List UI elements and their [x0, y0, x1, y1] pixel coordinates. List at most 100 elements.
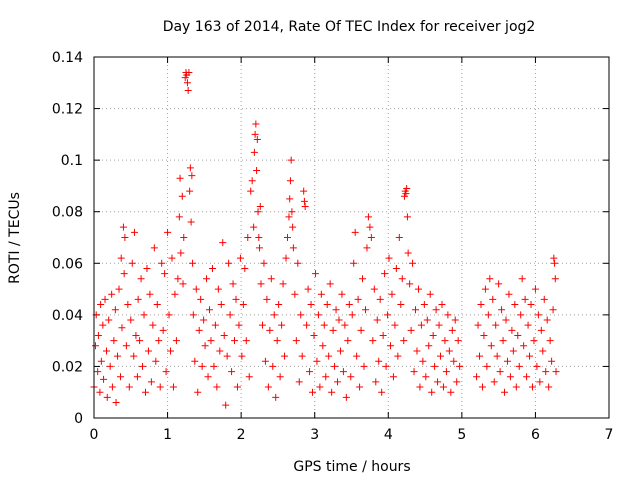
data-point: [397, 301, 405, 309]
data-point: [245, 373, 253, 381]
data-point: [338, 290, 346, 298]
data-point: [394, 352, 402, 360]
data-point: [233, 383, 241, 391]
data-point: [283, 234, 291, 241]
data-point: [419, 357, 427, 365]
data-point: [493, 352, 501, 360]
data-point: [125, 383, 133, 391]
data-point: [176, 174, 184, 182]
data-point: [97, 357, 105, 365]
data-point: [101, 295, 109, 303]
data-point: [291, 290, 299, 298]
data-point: [495, 280, 503, 288]
data-point: [289, 223, 297, 231]
data-point: [297, 311, 305, 319]
data-point: [130, 352, 138, 360]
data-point: [454, 337, 462, 345]
data-point: [537, 326, 545, 334]
data-point: [523, 373, 531, 381]
data-point: [407, 326, 415, 334]
data-point: [444, 311, 452, 319]
x-tick-label: 4: [384, 427, 393, 443]
data-point: [551, 259, 559, 267]
data-point: [187, 218, 195, 226]
data-point: [168, 254, 176, 262]
data-point: [180, 234, 188, 241]
data-point: [490, 378, 498, 386]
data-point: [413, 347, 421, 355]
data-point: [119, 223, 127, 231]
data-point: [99, 321, 107, 329]
data-point: [505, 290, 513, 298]
data-point: [328, 388, 336, 396]
data-point: [503, 357, 511, 365]
data-point: [534, 311, 542, 319]
data-point: [242, 337, 250, 345]
data-point: [206, 306, 214, 314]
data-point: [238, 352, 246, 360]
data-point: [391, 321, 399, 329]
data-point: [164, 228, 172, 236]
data-point: [279, 280, 287, 288]
data-point: [521, 295, 529, 303]
grid-lines: [94, 57, 609, 418]
data-point: [244, 234, 252, 241]
data-point: [192, 285, 200, 293]
data-point: [477, 301, 485, 309]
data-point: [292, 337, 300, 345]
data-point: [161, 270, 169, 278]
data-point: [336, 347, 344, 355]
data-point: [207, 337, 215, 345]
data-point: [483, 362, 491, 370]
data-point: [498, 306, 506, 314]
x-tick-label: 6: [531, 427, 540, 443]
data-point: [515, 362, 523, 370]
data-point: [110, 337, 118, 345]
data-point: [311, 270, 319, 278]
data-point: [320, 321, 328, 329]
data-point: [398, 275, 406, 283]
x-axis-label: GPS time / hours: [293, 459, 410, 475]
data-point: [272, 393, 280, 401]
data-point: [432, 306, 440, 314]
data-point: [251, 130, 259, 138]
data-point: [325, 352, 333, 360]
data-point: [278, 321, 286, 329]
data-point: [142, 388, 149, 396]
data-point: [228, 368, 236, 376]
data-point: [549, 306, 557, 314]
data-point: [361, 306, 369, 314]
axis-ticks: 0 1 2 3 4 5 6 7 0 0.02 0.04 0.06 0.08 0.1 0.12 0.14: [52, 50, 614, 443]
data-point: [139, 362, 147, 370]
data-point: [530, 337, 538, 345]
data-point: [385, 254, 393, 262]
data-point: [144, 347, 152, 355]
data-point: [511, 301, 519, 309]
data-point: [285, 213, 293, 221]
data-point: [359, 275, 367, 283]
data-point: [487, 342, 495, 350]
data-point: [536, 378, 544, 386]
data-point: [256, 203, 264, 211]
x-tick-label: 2: [237, 427, 246, 443]
data-point: [492, 321, 500, 329]
data-point: [367, 234, 375, 241]
data-point: [273, 337, 281, 345]
data-point: [400, 337, 408, 345]
data-point: [261, 357, 269, 365]
x-tick-label: 7: [605, 427, 614, 443]
data-point: [499, 337, 507, 345]
data-point: [351, 228, 359, 236]
data-point: [334, 378, 342, 386]
x-tick-label: 3: [310, 427, 319, 443]
data-point: [177, 249, 185, 257]
data-point: [105, 316, 113, 324]
data-point: [350, 259, 358, 267]
data-point: [96, 388, 104, 396]
data-point: [257, 280, 265, 288]
y-tick-label: 0.1: [61, 153, 83, 169]
data-point: [100, 375, 108, 383]
data-point: [298, 352, 306, 360]
data-point: [386, 342, 394, 350]
